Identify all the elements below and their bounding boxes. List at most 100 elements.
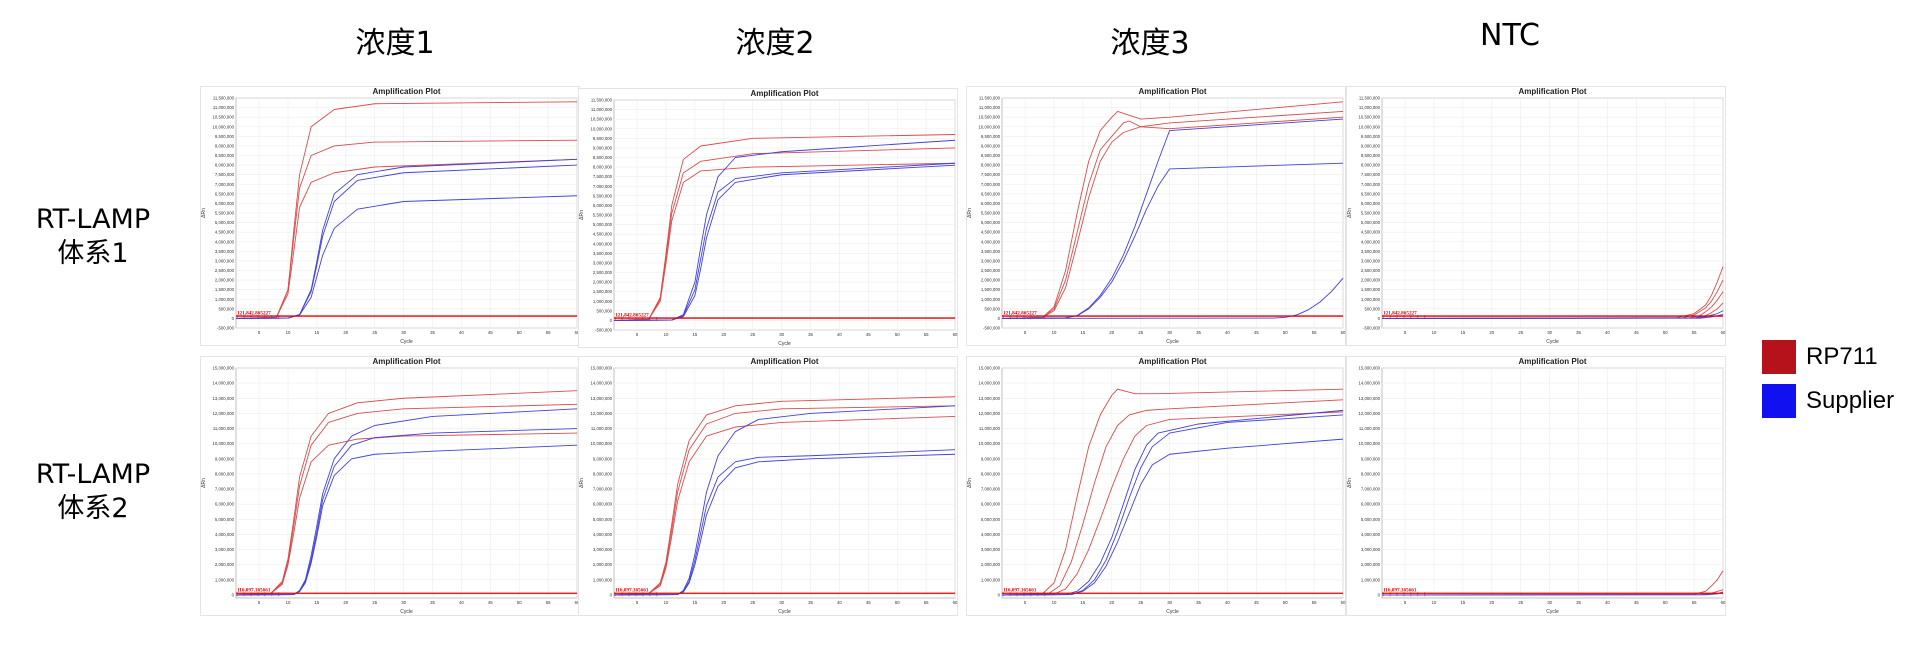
amplification-plot-r1c2: Amplification Plot -500,000 0 500,000 1,000,… bbox=[578, 88, 958, 348]
y-tick-label: 5,000,000 bbox=[981, 517, 1001, 522]
y-tick-label: 3,000,000 bbox=[981, 258, 1001, 263]
series-line bbox=[1001, 411, 1344, 596]
chart-title: Amplification Plot bbox=[373, 357, 441, 366]
y-tick-label: 4,000,000 bbox=[593, 241, 613, 246]
x-tick-label: 20 bbox=[343, 600, 348, 605]
y-tick-label: 4,500,000 bbox=[215, 230, 235, 235]
y-tick-label: 10,000,000 bbox=[1358, 124, 1380, 129]
x-tick-label: 40 bbox=[837, 600, 842, 605]
x-tick-label: 25 bbox=[1138, 600, 1143, 605]
series-line bbox=[235, 403, 578, 596]
x-tick-label: 40 bbox=[837, 332, 842, 337]
y-tick-label: 11,500,000 bbox=[979, 96, 1001, 101]
x-tick-label: 35 bbox=[808, 600, 813, 605]
y-tick-label: 7,000,000 bbox=[215, 182, 235, 187]
series-line bbox=[613, 449, 956, 596]
y-tick-label: 14,000,000 bbox=[1358, 381, 1380, 386]
threshold-label: 121,842.865227 bbox=[1003, 311, 1037, 317]
x-tick-label: 20 bbox=[1489, 600, 1494, 605]
x-tick-label: 10 bbox=[286, 330, 291, 335]
x-tick-label: 15 bbox=[315, 600, 320, 605]
y-tick-label: 8,500,000 bbox=[215, 153, 235, 158]
x-tick-label: 25 bbox=[372, 330, 377, 335]
y-axis-label: ΔRn bbox=[579, 478, 585, 488]
x-tick-label: 40 bbox=[1605, 330, 1610, 335]
x-tick-label: 35 bbox=[1196, 600, 1201, 605]
y-tick-label: 12,000,000 bbox=[1358, 411, 1380, 416]
y-axis-label: ΔRn bbox=[1347, 208, 1353, 218]
y-tick-label: 3,500,000 bbox=[981, 249, 1001, 254]
y-tick-label: 9,500,000 bbox=[1361, 134, 1381, 139]
y-tick-label: 10,000,000 bbox=[978, 124, 1000, 129]
y-tick-label: 5,500,000 bbox=[1361, 211, 1381, 216]
chart-title: Amplification Plot bbox=[1139, 357, 1207, 366]
y-tick-label: -500,000 bbox=[217, 326, 235, 331]
chart-title: Amplification Plot bbox=[373, 87, 441, 96]
y-tick-label: 6,000,000 bbox=[981, 201, 1001, 206]
y-tick-label: -500,000 bbox=[1363, 326, 1381, 331]
x-tick-label: 55 bbox=[924, 600, 929, 605]
series-line bbox=[613, 162, 956, 321]
x-tick-label: 35 bbox=[430, 330, 435, 335]
y-tick-label: 2,000,000 bbox=[593, 280, 613, 285]
plot-area bbox=[235, 367, 578, 599]
x-tick-label: 25 bbox=[1518, 330, 1523, 335]
chart-panel-r2c2: Amplification Plot 0 1,000,000 2,000,000 3,0… bbox=[578, 356, 958, 616]
x-tick-label: 55 bbox=[924, 332, 929, 337]
y-tick-label: 10,000,000 bbox=[978, 441, 1000, 446]
y-tick-label: 13,000,000 bbox=[590, 396, 612, 401]
x-tick-label: 15 bbox=[1461, 600, 1466, 605]
y-tick-label: 1,500,000 bbox=[981, 287, 1001, 292]
y-tick-label: 10,500,000 bbox=[212, 115, 234, 120]
y-tick-label: 1,000,000 bbox=[981, 297, 1001, 302]
y-tick-label: 8,000,000 bbox=[981, 471, 1001, 476]
y-tick-label: 0 bbox=[998, 592, 1001, 597]
y-tick-label: 2,000,000 bbox=[1361, 562, 1381, 567]
chart-title: Amplification Plot bbox=[1519, 87, 1587, 96]
x-axis-label: Cycle bbox=[1546, 609, 1559, 615]
x-tick-label: 45 bbox=[1634, 600, 1639, 605]
y-tick-label: 11,000,000 bbox=[979, 426, 1001, 431]
chart-panel-r1c2: Amplification Plot -500,000 0 500,000 1,000,… bbox=[578, 88, 958, 348]
y-tick-label: 8,500,000 bbox=[593, 155, 613, 160]
x-tick-label: 5 bbox=[1404, 330, 1407, 335]
x-tick-label: 30 bbox=[1547, 330, 1552, 335]
row-label-system1: RT-LAMP 体系1 bbox=[18, 203, 168, 271]
series-line bbox=[1001, 438, 1344, 596]
y-tick-label: 500,000 bbox=[596, 308, 612, 313]
y-tick-label: 3,000,000 bbox=[593, 260, 613, 265]
y-tick-label: 15,000,000 bbox=[212, 366, 234, 371]
y-tick-label: 0 bbox=[610, 318, 613, 323]
x-tick-label: 40 bbox=[459, 330, 464, 335]
plot-area bbox=[1381, 367, 1724, 599]
y-tick-label: 8,000,000 bbox=[215, 471, 235, 476]
legend-swatch-supplier bbox=[1762, 384, 1796, 418]
y-tick-label: 2,500,000 bbox=[593, 270, 613, 275]
y-tick-label: 3,000,000 bbox=[1361, 547, 1381, 552]
y-axis-label: ΔRn bbox=[967, 208, 973, 218]
y-tick-label: 2,000,000 bbox=[1361, 278, 1381, 283]
y-tick-label: 12,000,000 bbox=[978, 411, 1000, 416]
x-tick-label: 15 bbox=[693, 332, 698, 337]
amplification-plot-r2c3: Amplification Plot 0 1,000,000 2,000,000 3,0… bbox=[966, 356, 1346, 616]
y-tick-label: 14,000,000 bbox=[978, 381, 1000, 386]
x-tick-label: 50 bbox=[895, 332, 900, 337]
y-tick-label: 0 bbox=[998, 316, 1001, 321]
row-label-system2-line2: 体系2 bbox=[57, 493, 129, 524]
y-tick-label: 10,500,000 bbox=[590, 117, 612, 122]
x-tick-label: 15 bbox=[1081, 330, 1086, 335]
y-tick-label: 5,000,000 bbox=[1361, 220, 1381, 225]
x-tick-label: 5 bbox=[258, 600, 261, 605]
series-line bbox=[1001, 409, 1344, 596]
series-line bbox=[613, 405, 956, 596]
legend-label-supplier: Supplier bbox=[1806, 387, 1895, 414]
x-tick-label: 20 bbox=[1109, 600, 1114, 605]
series-line bbox=[613, 396, 956, 596]
y-tick-label: 12,000,000 bbox=[590, 411, 612, 416]
x-tick-label: 50 bbox=[517, 330, 522, 335]
x-tick-label: 55 bbox=[546, 330, 551, 335]
x-tick-label: 60 bbox=[575, 330, 580, 335]
col-header-conc3: 浓度3 bbox=[1110, 26, 1190, 61]
y-tick-label: 0 bbox=[610, 592, 613, 597]
y-tick-label: 4,000,000 bbox=[593, 532, 613, 537]
